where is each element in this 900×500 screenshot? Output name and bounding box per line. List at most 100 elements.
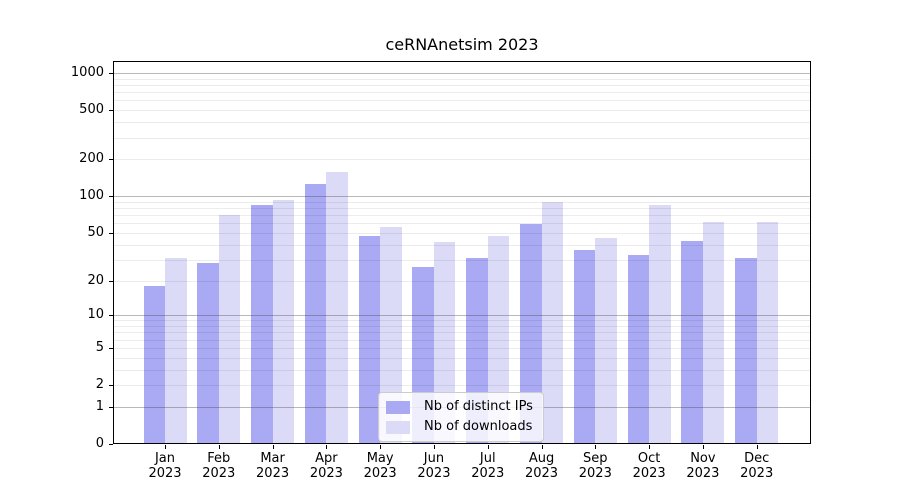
gridline-9 [113, 320, 811, 322]
y-tick-2 [109, 385, 113, 386]
x-tick-label-sep-2023: Sep 2023 [578, 451, 612, 481]
bar-nb-of-downloads-apr-2023 [326, 171, 348, 444]
bar-nb-of-downloads-mar-2023 [272, 200, 295, 444]
bar-nb-of-downloads-dec-2023 [756, 222, 779, 444]
y-tick-100 [109, 196, 113, 198]
y-tick-5 [109, 347, 113, 349]
gridline-3 [113, 369, 811, 371]
bar-nb-of-distinct-ips-oct-2023 [627, 254, 650, 444]
legend-label-distinct-ips: Nb of distinct IPs [424, 399, 533, 414]
bar-nb-of-distinct-ips-dec-2023 [735, 257, 757, 444]
y-tick-200 [109, 159, 113, 161]
x-tick-may-2023 [380, 445, 382, 449]
gridline-70 [113, 215, 811, 217]
x-tick-dec-2023 [756, 445, 758, 449]
y-tick-label-10: 10 [87, 307, 104, 323]
legend-label-downloads: Nb of downloads [424, 419, 533, 434]
x-tick-aug-2023 [541, 445, 543, 449]
gridline-60 [113, 223, 811, 225]
x-tick-sep-2023 [595, 445, 597, 449]
y-tick-label-1: 1 [95, 398, 104, 414]
gridline-800 [113, 84, 811, 86]
x-tick-oct-2023 [649, 445, 651, 449]
bar-nb-of-distinct-ips-may-2023 [358, 236, 381, 444]
y-tick-label-50: 50 [87, 224, 104, 240]
gridline-8 [113, 326, 811, 327]
bar-nb-of-distinct-ips-feb-2023 [197, 263, 219, 444]
bar-nb-of-downloads-may-2023 [380, 226, 402, 444]
gridline-200 [113, 159, 811, 161]
gridline-2 [113, 385, 811, 386]
y-tick-500 [109, 110, 113, 112]
y-tick-label-5: 5 [95, 339, 104, 355]
gridline-50 [113, 232, 811, 234]
x-tick-jul-2023 [487, 445, 489, 449]
legend-swatch-distinct-ips [386, 400, 410, 414]
gridline-700 [113, 92, 811, 94]
x-tick-jan-2023 [165, 445, 166, 449]
y-tick-label-100: 100 [79, 188, 104, 204]
bar-nb-of-downloads-aug-2023 [541, 202, 564, 444]
gridline-4 [113, 357, 811, 359]
legend: Nb of distinct IPs Nb of downloads [378, 392, 544, 442]
bar-nb-of-downloads-jan-2023 [165, 257, 187, 444]
x-tick-label-mar-2023: Mar 2023 [256, 451, 290, 481]
x-tick-label-dec-2023: Dec 2023 [740, 451, 774, 481]
x-tick-label-jan-2023: Jan 2023 [148, 451, 182, 481]
y-tick-label-0: 0 [95, 436, 104, 451]
gridline-500 [113, 110, 811, 112]
y-tick-20 [109, 280, 113, 282]
gridline-90 [113, 201, 811, 203]
bar-nb-of-distinct-ips-apr-2023 [304, 183, 327, 444]
x-tick-label-feb-2023: Feb 2023 [202, 451, 236, 481]
gridline-100 [113, 196, 811, 198]
gridline-80 [113, 208, 811, 210]
bar-nb-of-downloads-feb-2023 [218, 215, 241, 444]
gridline-900 [113, 78, 811, 80]
bar-nb-of-downloads-nov-2023 [702, 222, 725, 444]
gridline-30 [113, 259, 811, 261]
gridline-5 [113, 347, 811, 349]
bar-nb-of-distinct-ips-sep-2023 [573, 250, 596, 444]
x-tick-label-oct-2023: Oct 2023 [632, 451, 666, 481]
y-tick-label-200: 200 [79, 151, 104, 167]
plot-area: Nb of distinct IPs Nb of downloads [113, 61, 811, 444]
x-tick-label-may-2023: May 2023 [363, 451, 397, 481]
x-tick-label-jun-2023: Jun 2023 [417, 451, 451, 481]
x-tick-jun-2023 [433, 445, 435, 449]
y-tick-10 [109, 315, 113, 317]
bar-nb-of-distinct-ips-aug-2023 [520, 224, 542, 444]
y-tick-50 [109, 232, 113, 234]
bar-nb-of-distinct-ips-mar-2023 [251, 205, 273, 444]
y-tick-0 [109, 444, 113, 445]
y-tick-1 [109, 406, 113, 408]
bar-nb-of-downloads-sep-2023 [595, 238, 617, 444]
y-tick-label-20: 20 [87, 272, 104, 288]
y-tick-1000 [109, 72, 113, 74]
x-tick-label-aug-2023: Aug 2023 [524, 451, 559, 481]
x-tick-label-nov-2023: Nov 2023 [686, 451, 720, 481]
y-tick-label-2: 2 [95, 377, 104, 392]
bar-nb-of-distinct-ips-nov-2023 [681, 240, 703, 444]
legend-swatch-downloads [386, 420, 410, 434]
chart-title: ceRNAnetsim 2023 [385, 35, 539, 54]
x-tick-apr-2023 [326, 445, 328, 449]
gridline-600 [113, 100, 811, 102]
legend-item-downloads: Nb of downloads [386, 420, 533, 434]
x-tick-label-apr-2023: Apr 2023 [309, 451, 343, 481]
gridline-400 [113, 122, 811, 124]
gridline-10 [113, 315, 811, 317]
x-tick-mar-2023 [272, 445, 274, 449]
x-tick-feb-2023 [218, 445, 220, 449]
gridline-40 [113, 244, 811, 246]
gridline-6 [113, 339, 811, 341]
bar-nb-of-downloads-oct-2023 [649, 205, 671, 444]
gridline-7 [113, 332, 811, 334]
x-tick-nov-2023 [702, 445, 704, 449]
grid-layer [113, 61, 811, 444]
legend-item-distinct-ips: Nb of distinct IPs [386, 400, 533, 414]
gridline-300 [113, 137, 811, 139]
gridline-1000 [113, 72, 811, 74]
bar-nb-of-distinct-ips-jan-2023 [143, 285, 165, 444]
